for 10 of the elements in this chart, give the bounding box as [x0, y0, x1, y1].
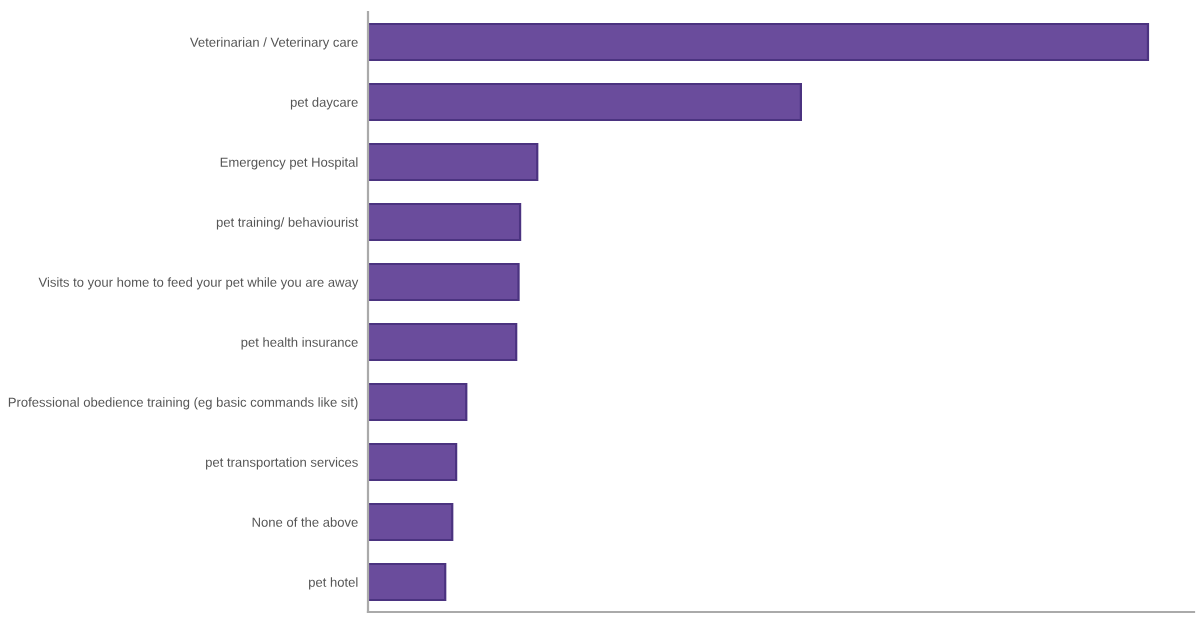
bar — [368, 142, 539, 182]
bar — [368, 82, 802, 122]
bar — [368, 502, 454, 542]
bar — [368, 562, 447, 602]
bar — [368, 202, 522, 242]
bar — [368, 382, 468, 422]
bar — [368, 262, 520, 302]
bar — [368, 442, 458, 482]
bar — [368, 322, 518, 362]
bar — [368, 22, 1150, 62]
